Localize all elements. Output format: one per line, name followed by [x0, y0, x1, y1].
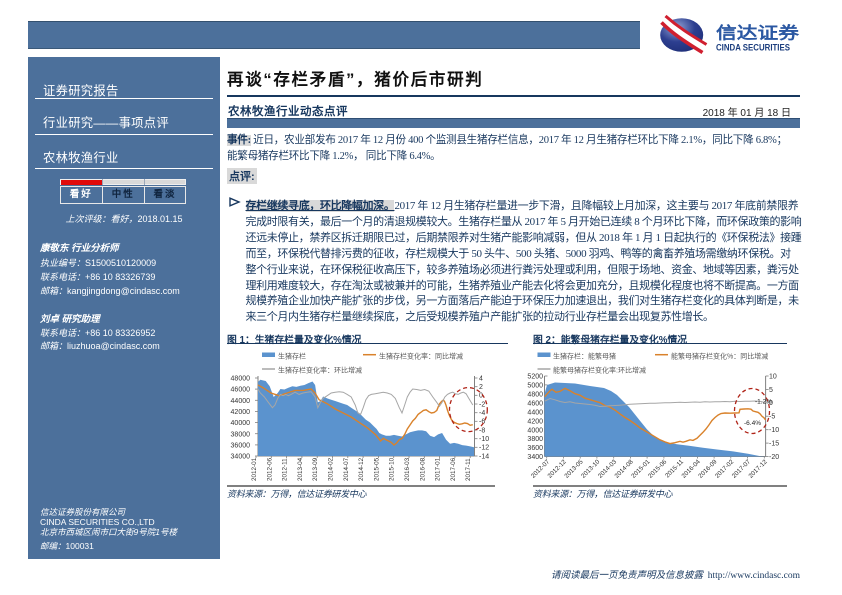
svg-text:2013-04: 2013-04 [297, 457, 304, 481]
svg-text:2014-02: 2014-02 [328, 457, 335, 481]
svg-text:-12: -12 [479, 445, 489, 452]
svg-text:4400: 4400 [527, 409, 543, 416]
svg-text:36000: 36000 [231, 443, 251, 450]
svg-text:2015-05: 2015-05 [373, 457, 380, 481]
svg-text:生猪存栏: 生猪存栏 [278, 352, 306, 361]
svg-text:10: 10 [769, 373, 777, 380]
svg-text:生猪存栏：能繁母猪: 生猪存栏：能繁母猪 [553, 352, 616, 361]
svg-text:5000: 5000 [527, 383, 543, 390]
svg-text:2017-06: 2017-06 [450, 457, 457, 481]
svg-text:-5: -5 [769, 414, 775, 421]
svg-text:能繁母猪存栏变化%：同比增减: 能繁母猪存栏变化%：同比增减 [671, 352, 768, 361]
svg-text:42000: 42000 [231, 409, 251, 416]
svg-text:2014-12: 2014-12 [358, 457, 365, 481]
svg-text:-1.2%: -1.2% [755, 399, 772, 406]
svg-text:能繁母猪存栏变化率:环比增减: 能繁母猪存栏变化率:环比增减 [553, 366, 646, 375]
svg-text:2012-06: 2012-06 [266, 457, 273, 481]
svg-text:-15: -15 [769, 441, 779, 448]
svg-text:2012-01: 2012-01 [251, 457, 258, 481]
svg-text:-6: -6 [479, 419, 485, 426]
svg-text:2: 2 [479, 384, 483, 391]
svg-text:-8: -8 [479, 427, 485, 434]
svg-text:信达证券: 信达证券 [716, 23, 800, 43]
svg-text:2017-12: 2017-12 [747, 458, 769, 480]
svg-text:生猪存栏变化率：同比增减: 生猪存栏变化率：同比增减 [379, 352, 463, 361]
svg-text:-2: -2 [479, 401, 485, 408]
svg-text:-14: -14 [479, 453, 489, 460]
svg-text:-20: -20 [769, 454, 779, 461]
svg-text:40000: 40000 [231, 420, 251, 427]
svg-text:2017-11: 2017-11 [465, 458, 472, 481]
svg-text:-4: -4 [479, 410, 485, 417]
svg-text:0: 0 [479, 393, 483, 400]
svg-text:2016-08: 2016-08 [419, 457, 426, 481]
svg-text:3800: 3800 [527, 436, 543, 443]
svg-text:4800: 4800 [527, 392, 543, 399]
svg-text:46000: 46000 [231, 387, 251, 394]
svg-text:-10: -10 [769, 427, 779, 434]
svg-text:44000: 44000 [231, 398, 251, 405]
svg-text:4600: 4600 [527, 400, 543, 407]
svg-text:3400: 3400 [527, 454, 543, 461]
svg-text:48000: 48000 [231, 376, 251, 383]
svg-text:-10: -10 [479, 436, 489, 443]
svg-text:2012-11: 2012-11 [282, 458, 289, 481]
svg-text:5: 5 [769, 387, 773, 394]
svg-text:0: 0 [769, 400, 773, 407]
svg-text:5200: 5200 [527, 374, 543, 381]
svg-text:4: 4 [479, 375, 483, 382]
svg-text:4000: 4000 [527, 427, 543, 434]
svg-text:2014-07: 2014-07 [343, 457, 350, 481]
svg-text:38000: 38000 [231, 431, 251, 438]
svg-text:34000: 34000 [231, 454, 251, 461]
svg-text:4200: 4200 [527, 418, 543, 425]
svg-text:生猪存栏变化率：环比增减: 生猪存栏变化率：环比增减 [278, 366, 362, 375]
svg-text:CINDA SECURITIES: CINDA SECURITIES [716, 43, 790, 53]
svg-text:2013-09: 2013-09 [312, 457, 319, 481]
svg-text:3600: 3600 [527, 445, 543, 452]
svg-text:2016-03: 2016-03 [404, 457, 411, 481]
svg-text:-6.4%: -6.4% [744, 420, 761, 427]
svg-text:2017-01: 2017-01 [435, 457, 442, 481]
svg-text:2015-10: 2015-10 [389, 457, 396, 481]
